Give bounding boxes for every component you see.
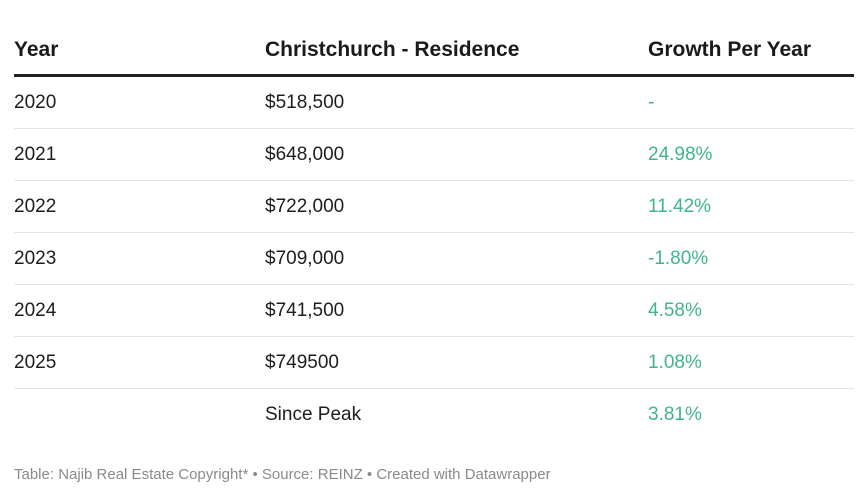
cell-growth: 24.98% bbox=[648, 143, 713, 165]
cell-price: $518,500 bbox=[265, 91, 345, 113]
cell-price: $749500 bbox=[265, 351, 339, 373]
cell-year: 2021 bbox=[14, 143, 57, 165]
cell-growth: 1.08% bbox=[648, 351, 702, 373]
cell-year: 2024 bbox=[14, 299, 57, 321]
data-table: Year Christchurch - Residence Growth Per… bbox=[14, 26, 854, 441]
cell-year: 2022 bbox=[14, 195, 57, 217]
cell-growth: 11.42% bbox=[648, 195, 712, 217]
cell-growth: - bbox=[648, 91, 655, 113]
table-row: 2025 $749500 1.08% bbox=[14, 337, 854, 389]
table-header-row: Year Christchurch - Residence Growth Per… bbox=[14, 26, 854, 77]
table-row: 2021 $648,000 24.98% bbox=[14, 129, 854, 181]
header-year: Year bbox=[14, 38, 59, 61]
cell-price: $722,000 bbox=[265, 195, 345, 217]
cell-year: 2023 bbox=[14, 247, 57, 269]
header-price: Christchurch - Residence bbox=[265, 38, 520, 61]
table-row: 2020 $518,500 - bbox=[14, 77, 854, 129]
cell-growth: 3.81% bbox=[648, 404, 702, 425]
table-row: 2022 $722,000 11.42% bbox=[14, 181, 854, 233]
table-footer-credit: Table: Najib Real Estate Copyright* • So… bbox=[14, 466, 551, 483]
cell-price: $741,500 bbox=[265, 299, 345, 321]
cell-year: 2020 bbox=[14, 91, 57, 113]
cell-price: Since Peak bbox=[265, 404, 362, 425]
table-row: 2024 $741,500 4.58% bbox=[14, 285, 854, 337]
cell-price: $648,000 bbox=[265, 143, 345, 165]
cell-year: 2025 bbox=[14, 351, 57, 373]
table-row: 2023 $709,000 -1.80% bbox=[14, 233, 854, 285]
cell-growth: -1.80% bbox=[648, 247, 709, 269]
header-growth: Growth Per Year bbox=[648, 38, 812, 61]
cell-growth: 4.58% bbox=[648, 299, 702, 321]
table-row-summary: Since Peak 3.81% bbox=[14, 389, 854, 441]
cell-price: $709,000 bbox=[265, 247, 345, 269]
